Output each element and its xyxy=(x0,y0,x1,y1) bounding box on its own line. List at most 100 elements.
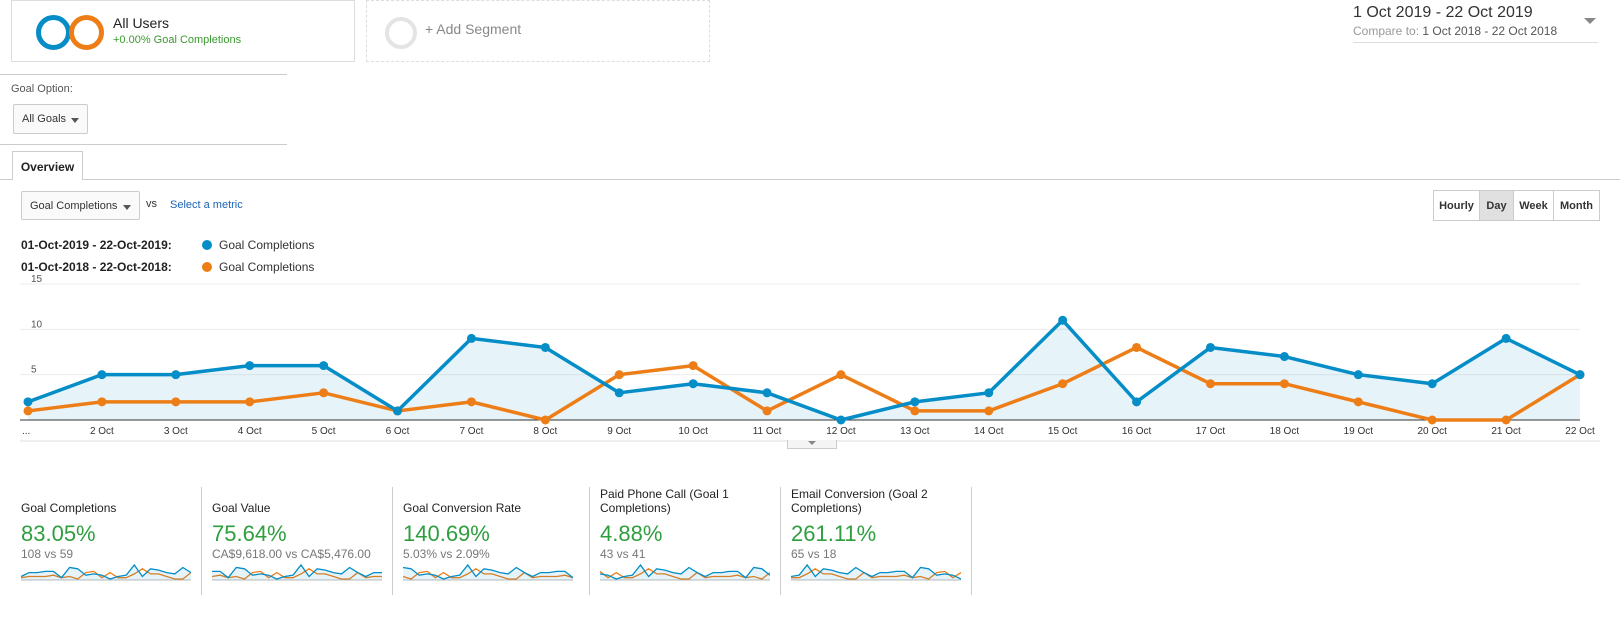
legend-dot-orange xyxy=(202,262,212,272)
series-line xyxy=(27,345,1581,422)
date-range-picker[interactable]: 1 Oct 2019 - 22 Oct 2019 Compare to: 1 O… xyxy=(1353,4,1598,38)
y-tick-label: 5 xyxy=(31,365,37,376)
x-tick-label: 16 Oct xyxy=(1122,426,1152,437)
legend-row-current: 01-Oct-2019 - 22-Oct-2019: Goal Completio… xyxy=(21,238,314,254)
goal-option-value: All Goals xyxy=(22,113,67,125)
add-segment-circle-icon xyxy=(385,17,417,49)
data-point xyxy=(23,397,33,407)
select-metric-link[interactable]: Select a metric xyxy=(170,199,243,211)
sparkline xyxy=(21,563,191,581)
scorecard-divider xyxy=(971,487,972,595)
data-point xyxy=(1058,379,1068,389)
scorecard-email-conversion[interactable]: Email Conversion (Goal 2 Completions) 26… xyxy=(791,487,961,595)
legend-range: 01-Oct-2018 - 22-Oct-2018: xyxy=(21,260,172,274)
data-point xyxy=(614,388,624,398)
x-tick-label: 10 Oct xyxy=(678,426,708,437)
metric-select[interactable]: Goal Completions xyxy=(21,191,140,220)
data-point xyxy=(984,406,994,416)
data-point xyxy=(1353,397,1363,407)
data-point xyxy=(540,415,550,425)
scorecard-value: 261.11% xyxy=(791,521,877,546)
data-point xyxy=(319,361,329,371)
sparkline-series xyxy=(21,563,191,580)
x-tick-label: 14 Oct xyxy=(974,426,1004,437)
legend-range: 01-Oct-2019 - 22-Oct-2019: xyxy=(21,238,172,252)
scorecard-goal-conversion-rate[interactable]: Goal Conversion Rate 140.69% 5.03% vs 2.… xyxy=(403,487,573,595)
data-point xyxy=(393,406,403,416)
scorecard-value: 75.64% xyxy=(212,521,287,546)
granularity-month-button[interactable]: Month xyxy=(1553,190,1600,221)
chevron-down-icon[interactable] xyxy=(1584,18,1596,24)
x-tick-label: 8 Oct xyxy=(533,426,557,437)
segment-all-users[interactable]: All Users +0.00% Goal Completions xyxy=(11,0,355,62)
segment-circle-orange xyxy=(69,15,104,50)
data-point xyxy=(1427,379,1437,389)
compare-value: 1 Oct 2018 - 22 Oct 2018 xyxy=(1422,24,1558,38)
scorecard-label: Email Conversion (Goal 2 Completions) xyxy=(791,487,928,515)
divider xyxy=(0,144,287,145)
sparkline-series xyxy=(212,568,382,580)
x-tick-label: 5 Oct xyxy=(312,426,336,437)
scorecard-compare: 43 vs 41 xyxy=(600,547,646,561)
granularity-day-button[interactable]: Day xyxy=(1479,190,1514,221)
sparkline-series xyxy=(600,568,770,580)
x-tick-label: 13 Oct xyxy=(900,426,930,437)
sparkline-area xyxy=(791,565,961,580)
data-point xyxy=(540,342,550,352)
chevron-down-icon xyxy=(123,205,131,210)
scorecard-label: Goal Completions xyxy=(21,501,117,515)
x-tick-label: 11 Oct xyxy=(753,426,782,437)
granularity-week-button[interactable]: Week xyxy=(1513,190,1554,221)
tab-overview[interactable]: Overview xyxy=(12,151,83,180)
sparkline-area xyxy=(212,565,382,580)
x-tick-label: 20 Oct xyxy=(1417,426,1447,437)
y-tick-label: 10 xyxy=(31,319,43,330)
scorecard-value: 140.69% xyxy=(403,521,490,546)
chevron-down-icon xyxy=(808,441,816,445)
data-point xyxy=(688,361,698,371)
metric-select-value: Goal Completions xyxy=(30,200,118,212)
scorecard-label: Goal Conversion Rate xyxy=(403,501,522,515)
segment-circles-icon xyxy=(36,15,106,51)
scorecard-label: Goal Value xyxy=(212,501,271,515)
chart-resize-handle[interactable] xyxy=(787,440,837,449)
line-chart[interactable]: 5 10 15... 2 Oct 3 Oct 4 Oct 5 Oct 6 Oct 7 Oct 8 … xyxy=(0,274,1620,445)
legend-dot-blue xyxy=(202,240,212,250)
sparkline-series xyxy=(791,568,961,580)
legend-name: Goal Completions xyxy=(219,260,315,274)
scorecard-compare: 5.03% vs 2.09% xyxy=(403,547,490,561)
data-point xyxy=(97,397,107,407)
data-point xyxy=(1279,352,1289,362)
add-segment-label: + Add Segment xyxy=(425,21,522,37)
goal-option-select[interactable]: All Goals xyxy=(13,104,88,134)
data-point xyxy=(984,388,994,398)
x-tick-label: 21 Oct xyxy=(1491,426,1521,437)
goal-option-label: Goal Option: xyxy=(11,83,73,95)
add-segment-button[interactable]: + Add Segment xyxy=(366,0,710,62)
sparkline-area xyxy=(21,565,191,580)
segment-subtitle: +0.00% Goal Completions xyxy=(113,34,242,46)
scorecard-goal-value[interactable]: Goal Value 75.64% CA$9,618.00 vs CA$5,47… xyxy=(212,487,382,595)
scorecard-divider xyxy=(201,487,202,595)
data-point xyxy=(1501,333,1511,343)
x-tick-label: 19 Oct xyxy=(1344,426,1374,437)
legend-name: Goal Completions xyxy=(219,238,315,252)
sparkline-series xyxy=(600,563,770,580)
sparkline xyxy=(600,563,770,581)
data-point xyxy=(1058,315,1068,325)
x-tick-label: 4 Oct xyxy=(238,426,262,437)
data-point xyxy=(1205,342,1215,352)
y-tick-label: 15 xyxy=(31,274,43,285)
scorecard-label: Paid Phone Call (Goal 1 Completions) xyxy=(600,487,729,515)
x-tick-label: ... xyxy=(22,426,30,437)
scorecard-divider xyxy=(589,487,590,595)
data-point xyxy=(1279,379,1289,389)
date-range-underline xyxy=(1353,42,1598,43)
data-point xyxy=(910,397,920,407)
date-range-main: 1 Oct 2019 - 22 Oct 2019 xyxy=(1353,4,1533,21)
sparkline-series xyxy=(212,563,382,580)
granularity-hourly-button[interactable]: Hourly xyxy=(1433,190,1480,221)
scorecard-goal-completions[interactable]: Goal Completions 83.05% 108 vs 59 xyxy=(21,487,191,595)
scorecard-paid-phone-call[interactable]: Paid Phone Call (Goal 1 Completions) 4.8… xyxy=(600,487,770,595)
data-point xyxy=(836,370,846,380)
